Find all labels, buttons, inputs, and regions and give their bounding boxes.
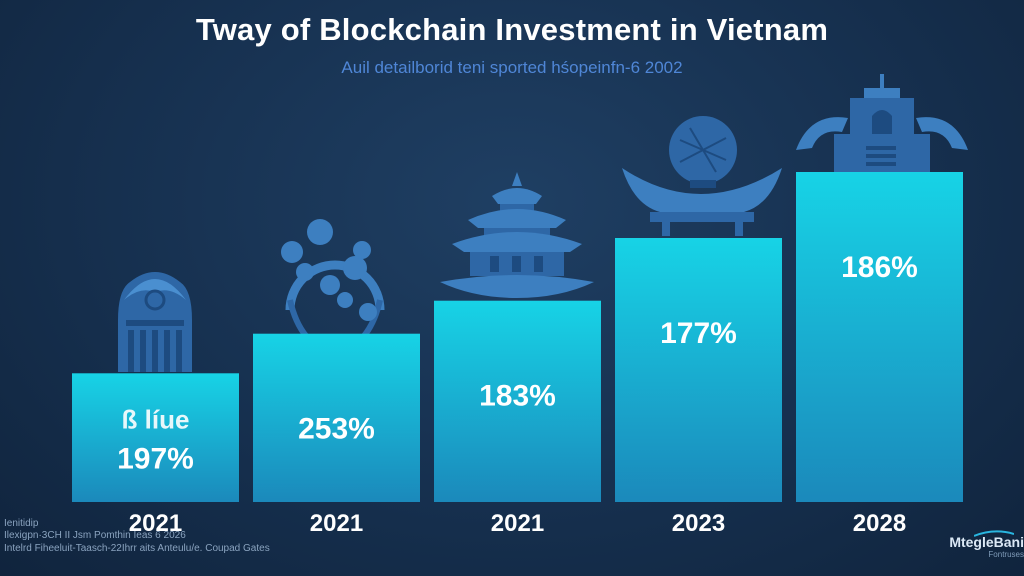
bar: [72, 373, 239, 502]
x-tick-label: 2021: [129, 510, 182, 537]
bar: [434, 300, 601, 502]
chart-title: Tway of Blockchain Investment in Vietnam: [195, 12, 829, 47]
x-tick-label: 2028: [853, 510, 906, 537]
boat-globe-icon: [622, 116, 782, 236]
brand-logo: MtegleBani Fontruses: [940, 530, 1024, 559]
logo-swoosh-icon: [974, 530, 1014, 537]
citadel-dragon-icon: [796, 74, 968, 174]
data-label: 183%: [479, 380, 556, 413]
logo-tagline: Fontruses: [988, 550, 1024, 559]
footnote-1: Ienitidip: [4, 518, 39, 529]
bars-layer: 197% ß líue 2021 253% 2021 183% 2021 177% 2023 18…: [72, 172, 963, 537]
data-label: 186%: [841, 251, 918, 284]
data-label: 197%: [117, 442, 194, 475]
footnote-3: Intelrd Fiheeluit-Taasch-22Ihrr aits Ant…: [4, 543, 270, 554]
data-label: 177%: [660, 317, 737, 350]
chart-subtitle: Auil detailborid teni sported hśopeinfn-…: [341, 58, 683, 77]
data-label: 253%: [298, 413, 375, 446]
bar: [615, 238, 782, 502]
extra-bar-label: ß líue: [122, 404, 190, 434]
footnote-2: Ilexigpn·3CH II Jsm Pomthin Ieas 6 2026: [4, 530, 186, 541]
x-tick-label: 2023: [672, 510, 725, 537]
gear-globe-icon: [281, 219, 385, 359]
bar: [796, 172, 963, 502]
x-tick-label: 2021: [310, 510, 363, 537]
logo-name: MtegleBani: [949, 534, 1024, 550]
dome-temple-icon: [118, 272, 192, 372]
x-tick-label: 2021: [491, 510, 544, 537]
bar: [253, 333, 420, 502]
pagoda-icon: [440, 172, 594, 298]
